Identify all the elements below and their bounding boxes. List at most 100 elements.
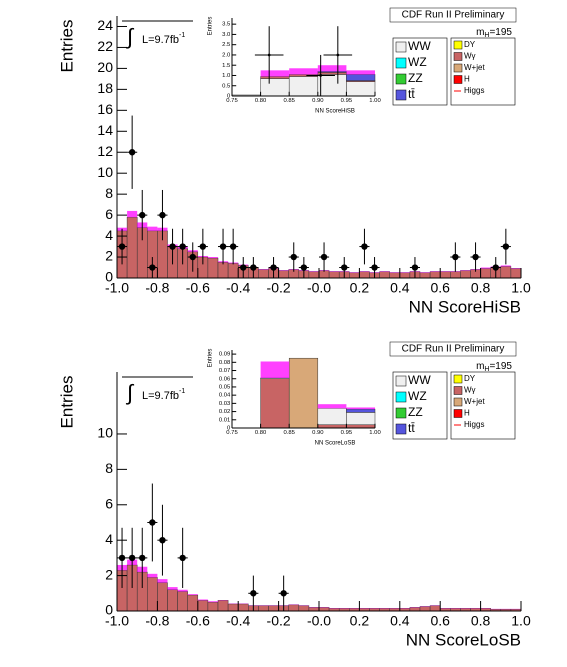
integral-sign: ∫: [125, 380, 135, 405]
y-tick-label: 3.0: [222, 32, 231, 38]
hist-bar: [379, 271, 390, 272]
hist-bar: [349, 272, 360, 273]
x-tick-label: -1.0: [105, 280, 129, 296]
hist-bar: [187, 594, 198, 596]
hist-bar: [460, 270, 471, 279]
x-tick-label: 0.95: [341, 98, 353, 104]
mass-label: mH=195: [476, 361, 512, 373]
y-tick-label: 10: [97, 164, 113, 180]
legend-swatch: [453, 397, 463, 407]
x-tick-label: 0.4: [390, 280, 410, 296]
data-point: [229, 243, 237, 250]
mass-value: =195: [489, 27, 512, 38]
x-tick-label: 1.00: [369, 430, 381, 436]
y-tick-label: 8: [105, 185, 113, 201]
hist-bar: [167, 589, 178, 612]
legend-swatch: [395, 391, 407, 403]
x-tick-label: 0.4: [390, 613, 410, 629]
hist-bar: [429, 605, 441, 612]
hist-bar: [207, 601, 218, 603]
hist-bar: [480, 268, 491, 279]
data-point: [250, 264, 257, 271]
hist-bar: [346, 408, 376, 413]
legend-label: ZZ: [408, 71, 423, 85]
y-tick-label: 0: [105, 269, 113, 285]
x-tick-label: -0.2: [267, 613, 291, 629]
y-tick-label: 6: [105, 206, 113, 222]
mass-subscript: H: [484, 366, 489, 373]
x-tick-label: 0.6: [430, 613, 450, 629]
x-tick-label: 0.90: [312, 430, 324, 436]
data-point: [371, 264, 378, 271]
hist-bar: [317, 71, 347, 73]
y-tick-label: 2.0: [222, 52, 231, 58]
hist-bar: [258, 605, 269, 612]
y-tick-label: 3.5: [222, 22, 231, 28]
hist-bar: [278, 270, 289, 279]
y-tick-label: 18: [97, 80, 113, 96]
hist-bar: [429, 271, 441, 279]
x-tick-label: -1.0: [105, 613, 129, 629]
hist-bar: [207, 257, 218, 259]
legend-swatch: [395, 73, 407, 85]
hist-bar: [500, 266, 512, 279]
hist-bar: [318, 270, 330, 279]
hist-bar: [260, 76, 290, 79]
title-box: [389, 7, 517, 23]
title-box: [389, 341, 517, 357]
hist-bar: [167, 587, 178, 590]
y-tick-label: 0.08: [219, 360, 231, 366]
hist-bar: [346, 412, 376, 425]
y-tick-label: 0.04: [219, 393, 231, 399]
hist-bar: [317, 404, 347, 409]
hist-bar: [349, 272, 360, 279]
legend-swatch: [395, 57, 407, 69]
hist-bar: [258, 269, 269, 270]
legend-label: W+jet: [464, 397, 485, 406]
x-tick-label: 0.6: [430, 280, 450, 296]
integral-sign: ∫: [125, 24, 135, 49]
data-point: [341, 264, 348, 271]
y-tick-label: 22: [97, 38, 113, 54]
hist-bar: [346, 70, 375, 75]
hist-bar: [389, 272, 400, 273]
data-point: [179, 243, 186, 250]
y-tick-label: 0.03: [219, 401, 231, 407]
hist-bar: [317, 72, 347, 75]
hist-bar: [197, 599, 208, 601]
x-tick-label: 1.0: [511, 280, 531, 296]
hist-bar: [346, 74, 376, 81]
y-tick-label: 1.0: [222, 73, 231, 79]
hist-bar: [217, 600, 229, 612]
hist-bar: [510, 268, 522, 279]
y-tick-label: 24: [97, 17, 113, 33]
legend-label: H: [464, 409, 470, 418]
data-point: [149, 519, 156, 526]
hist-bar: [389, 272, 401, 279]
x-tick-label: 1.00: [369, 98, 381, 104]
hist-bar: [379, 271, 390, 279]
data-point: [240, 264, 247, 271]
luminosity: L=9.7fb-1: [142, 388, 185, 402]
y-tick-label: 0.05: [219, 384, 231, 390]
hist-bar: [346, 81, 376, 97]
legend-label: tt̄: [408, 421, 415, 435]
x-tick-label: 0.75: [226, 430, 238, 436]
chart-title: CDF Run II Preliminary: [402, 344, 505, 355]
hist-bar: [500, 265, 511, 267]
legend-swatch: [453, 63, 463, 73]
hist-bar: [460, 270, 471, 271]
y-tick-label: 2: [105, 248, 113, 264]
hist-bar: [450, 271, 461, 279]
hist-bar: [288, 604, 300, 612]
hist-bar: [260, 70, 290, 77]
y-tick-label: 16: [97, 101, 113, 117]
legend-label: Higgs: [464, 420, 484, 429]
y-tick-label: 20: [97, 59, 113, 75]
mass-symbol: m: [476, 27, 484, 38]
y-tick-label: 0.06: [219, 376, 231, 382]
x-tick-label: -0.2: [267, 280, 291, 296]
data-point: [320, 253, 328, 261]
inset-y-label: Entries: [208, 349, 214, 368]
legend-swatch: [453, 40, 463, 50]
